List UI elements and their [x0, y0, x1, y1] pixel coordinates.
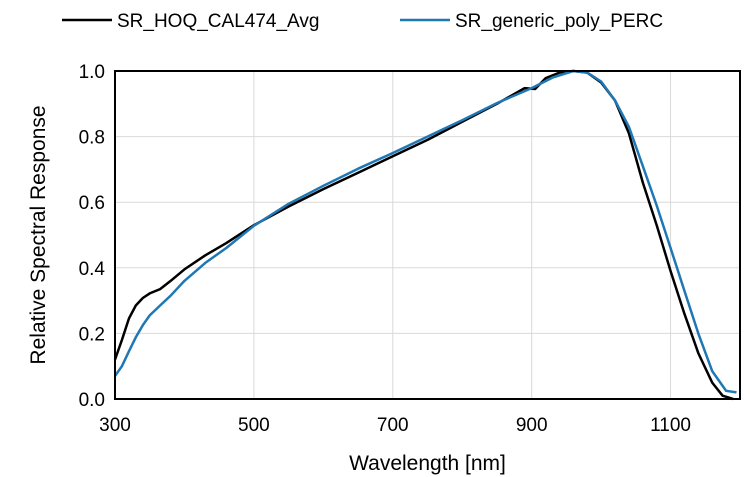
y-tick-label: 0.2 — [79, 324, 105, 345]
series-layer — [113, 69, 737, 401]
x-tick-label: 1100 — [650, 415, 691, 436]
x-tick-label: 500 — [238, 415, 270, 436]
x-tick-labels: 300 500 700 900 1100 — [99, 415, 691, 436]
y-tick-label: 0.4 — [79, 259, 106, 280]
plot-frame — [114, 70, 741, 400]
y-tick-label: 0.8 — [79, 128, 105, 149]
series-line-2 — [113, 69, 737, 394]
x-tick-label: 300 — [99, 415, 131, 436]
y-axis-title: Relative Spectral Response — [27, 105, 50, 364]
legend: SR_HOQ_CAL474_Avg SR_generic_poly_PERC — [62, 11, 663, 32]
x-axis-title: Wavelength [nm] — [349, 452, 506, 475]
series-line-1 — [113, 69, 734, 401]
y-tick-label: 1.0 — [79, 62, 105, 83]
y-tick-labels: 0.0 0.2 0.4 0.6 0.8 1.0 — [79, 62, 106, 411]
x-tick-label: 700 — [377, 415, 409, 436]
grid — [114, 70, 740, 400]
legend-label: SR_generic_poly_PERC — [455, 11, 663, 32]
y-tick-label: 0.6 — [79, 193, 105, 214]
x-tick-label: 900 — [516, 415, 548, 436]
legend-label: SR_HOQ_CAL474_Avg — [117, 11, 319, 32]
y-tick-label: 0.0 — [79, 390, 105, 411]
